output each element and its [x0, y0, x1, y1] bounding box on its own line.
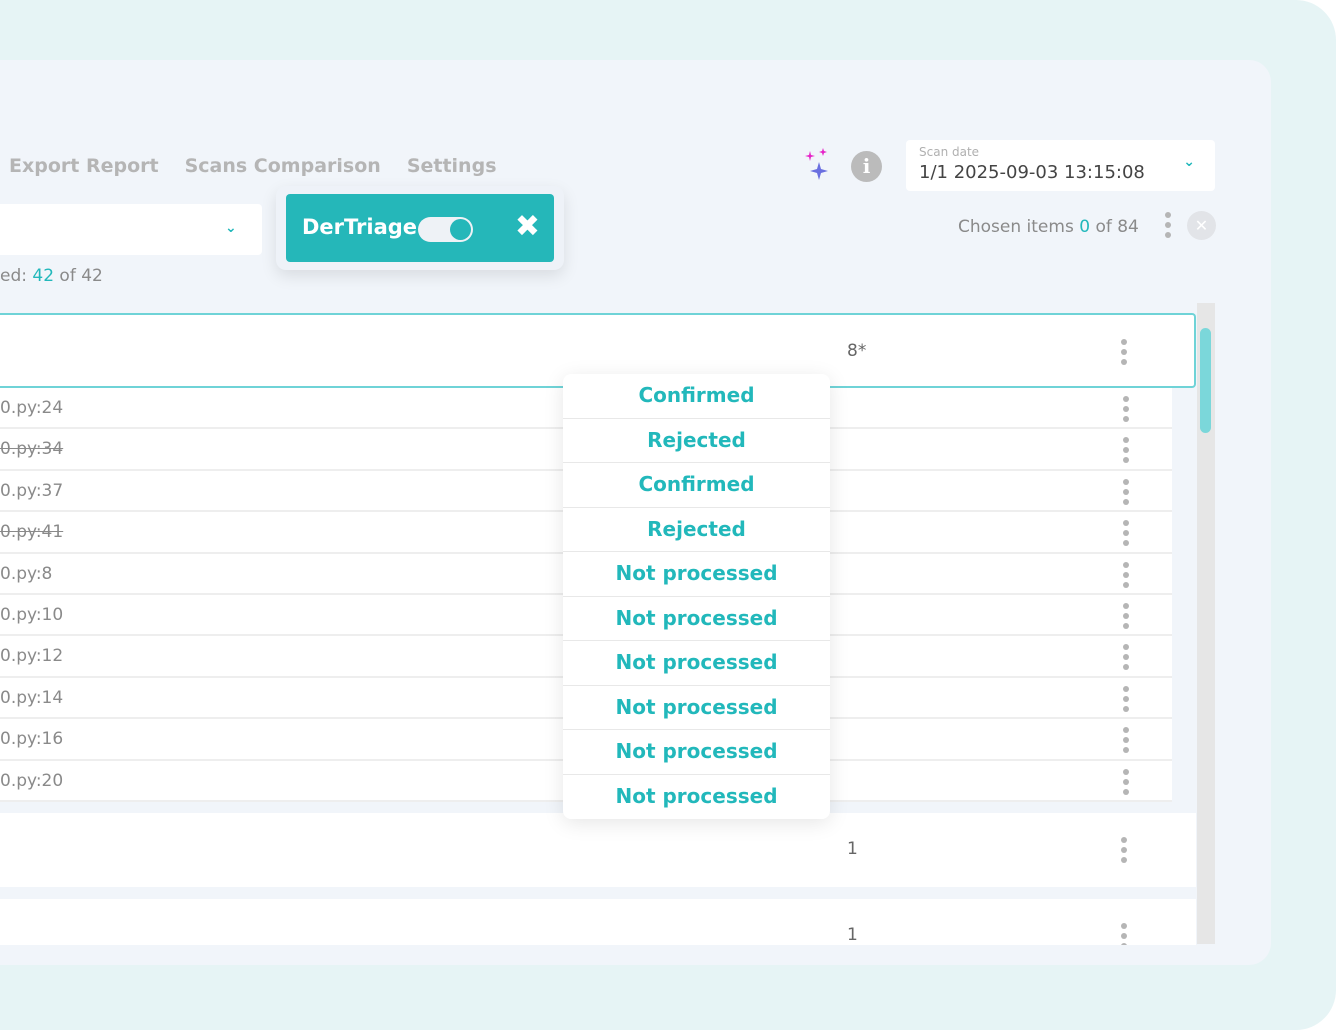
more-options-icon[interactable] [1123, 396, 1129, 426]
group-count: 8* [847, 341, 867, 361]
more-options-icon[interactable] [1123, 478, 1129, 509]
count-prefix: ed: [0, 266, 33, 286]
more-options-icon[interactable] [1123, 437, 1129, 467]
status-option[interactable]: Not processed [563, 597, 830, 641]
scan-date-value: 1/1 2025-09-03 13:15:08 [919, 162, 1145, 183]
nav-export-report[interactable]: Export Report [9, 155, 159, 177]
group-row[interactable]: 1 [0, 813, 1196, 887]
status-option[interactable]: Not processed [563, 730, 830, 775]
group-count: 1 [847, 925, 858, 945]
triage-bar: DerTriage ✖ [286, 194, 554, 262]
clear-selection-icon[interactable]: ✕ [1187, 211, 1216, 240]
more-options-icon[interactable] [1121, 837, 1127, 867]
status-popup: Confirmed Rejected Confirmed Rejected Not pr… [563, 374, 830, 819]
triage-toggle[interactable] [418, 217, 473, 242]
scan-date-select[interactable]: Scan date 1/1 2025-09-03 13:15:08 ⌄ [906, 140, 1215, 191]
row-location: 0.py:12 [0, 646, 64, 667]
main-panel: Export Report Scans Comparison Settings … [0, 60, 1271, 965]
scrollbar-thumb[interactable] [1200, 328, 1211, 433]
row-location: 0.py:24 [0, 398, 64, 418]
chosen-prefix: Chosen items [958, 217, 1080, 237]
more-options-icon[interactable] [1123, 602, 1129, 633]
more-options-icon[interactable] [1123, 727, 1129, 757]
group-row[interactable]: 1 [0, 899, 1196, 945]
row-location: 0.py:41 [0, 522, 64, 543]
chevron-down-icon: ⌄ [225, 220, 237, 236]
status-option[interactable]: Not processed [615, 783, 778, 808]
chosen-count: 0 [1079, 217, 1091, 237]
more-options-icon[interactable] [1121, 923, 1127, 945]
more-options-icon[interactable] [1123, 768, 1129, 799]
chevron-down-icon: ⌄ [1183, 154, 1195, 170]
shown-count: ed: 42 of 42 [0, 266, 103, 286]
more-options-icon[interactable] [1123, 644, 1129, 674]
count-total: of 42 [54, 266, 103, 286]
triage-panel: DerTriage ✖ [276, 186, 564, 270]
more-options-icon[interactable] [1121, 339, 1127, 369]
status-option[interactable]: Rejected [563, 508, 830, 552]
nav-scans-comparison[interactable]: Scans Comparison [184, 155, 381, 177]
scan-date-label: Scan date [919, 145, 980, 159]
more-options-icon[interactable] [1123, 685, 1129, 716]
group-count: 1 [847, 839, 858, 859]
scrollbar[interactable] [1197, 303, 1215, 944]
row-location: 0.py:16 [0, 729, 64, 750]
status-option[interactable]: Confirmed [563, 374, 830, 419]
status-option[interactable]: Not processed [563, 686, 830, 730]
row-location: 0.py:14 [0, 687, 64, 708]
more-options-icon[interactable] [1165, 212, 1171, 242]
triage-label: DerTriage [302, 215, 418, 239]
row-location: 0.py:20 [0, 770, 64, 791]
count-shown: 42 [32, 266, 55, 286]
chosen-total: of 84 [1090, 217, 1139, 237]
status-option[interactable]: Confirmed [563, 463, 830, 508]
more-options-icon[interactable] [1123, 520, 1129, 550]
row-location: 0.py:34 [0, 439, 64, 460]
chosen-items: Chosen items 0 of 84 [958, 217, 1139, 237]
nav-settings[interactable]: Settings [406, 155, 497, 177]
row-location: 0.py:37 [0, 480, 64, 501]
info-icon[interactable]: i [851, 151, 882, 182]
close-icon[interactable]: ✖ [514, 209, 540, 244]
top-nav: Export Report Scans Comparison Settings [9, 155, 497, 177]
row-location: 0.py:8 [0, 563, 53, 584]
status-option[interactable]: Rejected [563, 419, 830, 463]
status-option[interactable]: Not processed [563, 641, 830, 686]
ai-sparkle-icon[interactable] [804, 148, 832, 182]
status-option[interactable]: Not processed [563, 552, 830, 597]
more-options-icon[interactable] [1123, 561, 1129, 592]
row-location: 0.py:10 [0, 604, 64, 625]
filter-dropdown[interactable]: ⌄ [0, 204, 262, 255]
